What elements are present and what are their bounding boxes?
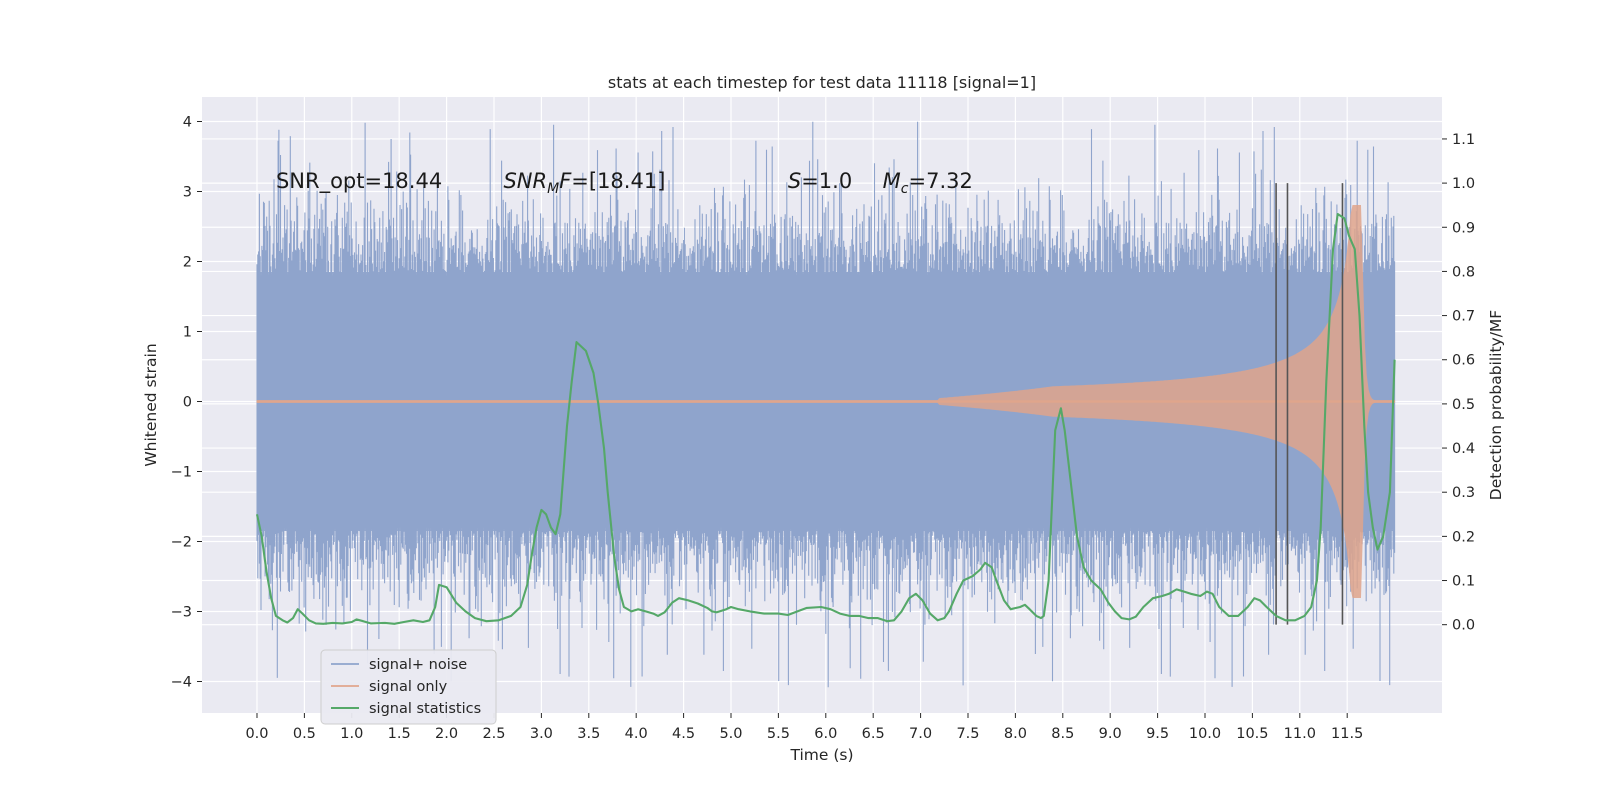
annotation-part: SNR	[503, 169, 547, 193]
x-tick-label: 2.0	[435, 726, 458, 742]
x-tick-label: 4.5	[672, 726, 695, 742]
annotation-part: =[18.41]	[571, 169, 665, 193]
annotations: SNR_opt=18.44 SNRMF=[18.41] S=1.0 Mc=7.32	[276, 169, 973, 197]
x-tick-label: 1.0	[340, 726, 363, 742]
y-tick-label: −1	[171, 465, 192, 481]
annotation-part: SNR_opt=18.44	[276, 169, 442, 194]
legend-entry: signal only	[369, 679, 448, 695]
y-tick-label: 4	[183, 115, 192, 131]
annotation-part: S	[788, 169, 801, 193]
y-tick-label: −4	[171, 675, 192, 691]
legend-entry: signal+ noise	[369, 657, 467, 673]
chart-title: stats at each timestep for test data 111…	[608, 73, 1036, 92]
annotation: S=1.0	[788, 169, 852, 193]
y-tick-label: −2	[171, 535, 192, 551]
x-tick-label: 10.0	[1189, 726, 1221, 742]
x-tick-label: 4.0	[625, 726, 648, 742]
annotation: SNR_opt=18.44	[276, 169, 442, 194]
x-tick-label: 10.5	[1236, 726, 1268, 742]
y2-tick-label: 0.1	[1452, 574, 1475, 590]
x-tick-label: 5.5	[767, 726, 790, 742]
x-tick-label: 2.5	[482, 726, 505, 742]
x-tick-label: 0.0	[245, 726, 268, 742]
x-tick-label: 7.5	[956, 726, 979, 742]
y2-tick-label: 0.8	[1452, 264, 1475, 280]
y-tick-label: 3	[183, 185, 192, 201]
y-tick-label: 1	[183, 325, 192, 341]
x-tick-label: 11.5	[1331, 726, 1363, 742]
y2-axis-label: Detection probability/MF	[1487, 310, 1505, 501]
x-tick-label: 3.5	[577, 726, 600, 742]
y2-tick-label: 0.3	[1452, 485, 1475, 501]
annotation-part: M	[883, 169, 901, 193]
annotation-part: F	[559, 169, 572, 193]
annotation: SNRMF=[18.41]	[503, 169, 665, 197]
x-tick-label: 3.0	[530, 726, 553, 742]
y2-tick-label: 0.9	[1452, 220, 1475, 236]
y2-tick-label: 0.0	[1452, 618, 1475, 634]
legend-entry: signal statistics	[369, 701, 481, 717]
x-tick-label: 9.5	[1146, 726, 1169, 742]
x-tick-label: 0.5	[293, 726, 316, 742]
x-tick-label: 9.0	[1099, 726, 1122, 742]
x-tick-label: 6.0	[814, 726, 837, 742]
series-signal-only	[256, 205, 1396, 598]
x-tick-label: 1.5	[388, 726, 411, 742]
y-tick-label: 0	[183, 395, 192, 411]
axes: 0.0 0.5 1.0 1.5 2.0 2.5 3.0 3.5 4.0 4.5 5.0 5.5 6.0 6…	[171, 115, 1475, 743]
y2-tick-label: 0.6	[1452, 353, 1475, 369]
y2-tick-label: 0.5	[1452, 397, 1475, 413]
y2-tick-label: 1.0	[1452, 176, 1475, 192]
x-axis-label: Time (s)	[789, 746, 853, 764]
y-axis-label: Whitened strain	[142, 343, 160, 466]
annotation-part: =1.0	[801, 169, 852, 193]
legend-box	[320, 649, 497, 725]
x-tick-label: 8.0	[1004, 726, 1027, 742]
y2-tick-label: 0.4	[1452, 441, 1475, 457]
annotation-part: =7.32	[909, 169, 973, 193]
y-tick-label: −3	[171, 605, 192, 621]
annotation-subscript: c	[901, 181, 909, 197]
x-tick-label: 11.0	[1284, 726, 1316, 742]
annotation: Mc=7.32	[883, 169, 973, 197]
y2-tick-label: 1.1	[1452, 132, 1475, 148]
legend: signal+ noise signal only signal statistic…	[320, 649, 497, 725]
x-tick-label: 8.5	[1051, 726, 1074, 742]
series-layer	[255, 121, 1396, 688]
y-tick-label: 2	[183, 255, 192, 271]
plot-area	[255, 121, 1396, 688]
x-tick-label: 5.0	[719, 726, 742, 742]
series-signal-statistics	[255, 212, 1396, 625]
y2-tick-label: 0.7	[1452, 309, 1475, 325]
x-tick-label: 6.5	[862, 726, 885, 742]
x-tick-label: 7.0	[909, 726, 932, 742]
y2-tick-label: 0.2	[1452, 529, 1475, 545]
annotation-subscript: M	[547, 181, 559, 197]
